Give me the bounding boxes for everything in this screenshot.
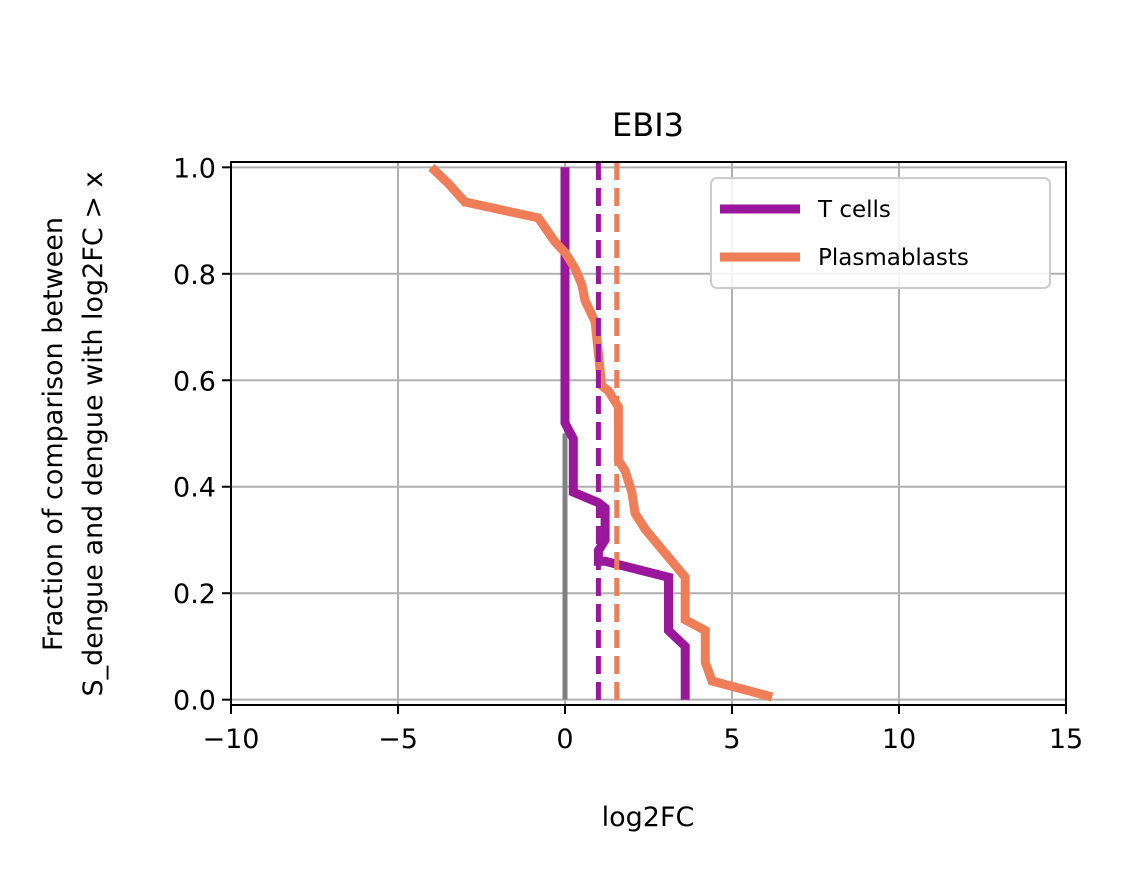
- y-tick-label: 0.0: [173, 686, 216, 717]
- legend-label-plasmablasts: Plasmablasts: [818, 245, 969, 271]
- x-axis-ticks: −10 −5 0 5 10 15: [203, 705, 1083, 755]
- y-tick-label: 0.6: [173, 366, 216, 397]
- y-tick-label: 1.0: [173, 153, 216, 184]
- y-axis-label: Fraction of comparison between S_dengue …: [38, 171, 109, 696]
- legend: T cells Plasmablasts: [710, 177, 1051, 289]
- y-tick-label: 0.2: [173, 579, 216, 610]
- legend-label-t-cells: T cells: [817, 197, 891, 223]
- x-axis-label: log2FC: [602, 802, 695, 833]
- series-line-t-cells: [560, 167, 690, 700]
- y-axis-label-line-2: S_dengue and dengue with log2FC > x: [78, 171, 109, 696]
- x-tick-label: 10: [882, 724, 916, 755]
- plot-frame: [230, 161, 1067, 706]
- x-tick-label: 5: [723, 724, 740, 755]
- y-tick-label: 0.8: [173, 260, 216, 291]
- x-tick-label: 15: [1049, 724, 1083, 755]
- series-line-plasmablasts: [428, 164, 774, 702]
- y-axis-ticks: 0.0 0.2 0.4 0.6 0.8 1.0: [173, 153, 231, 717]
- series-layer: [428, 164, 774, 702]
- y-tick-label: 0.4: [173, 473, 216, 504]
- median-layer: [595, 162, 620, 705]
- x-tick-label: 0: [556, 724, 573, 755]
- chart-title: EBI3: [612, 106, 684, 144]
- x-tick-label: −10: [203, 724, 260, 755]
- legend-box: [710, 177, 1051, 289]
- y-axis-label-line-1: Fraction of comparison between: [38, 217, 69, 651]
- x-tick-label: −5: [378, 724, 418, 755]
